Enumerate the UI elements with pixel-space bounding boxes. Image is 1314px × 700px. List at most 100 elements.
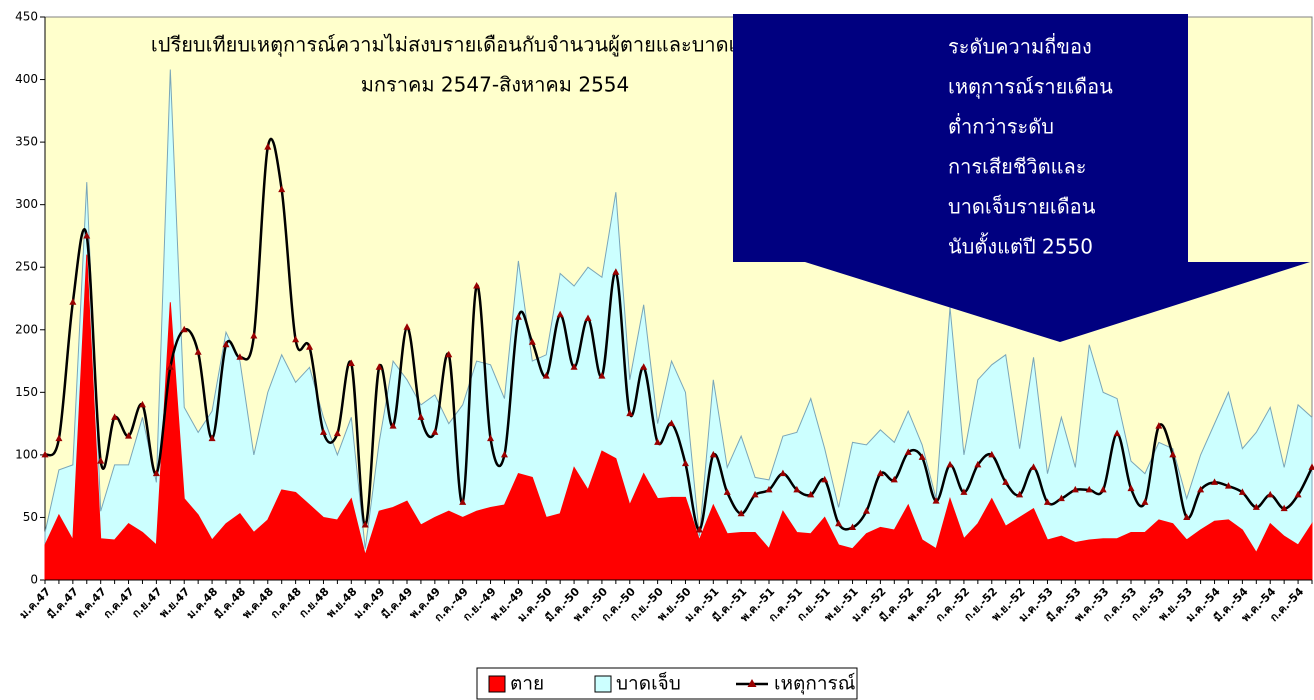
marker — [1224, 482, 1232, 489]
marker — [556, 310, 564, 318]
marker — [1211, 478, 1219, 485]
legend-swatch — [488, 675, 506, 693]
y-tick-label: 0 — [30, 573, 38, 587]
marker — [946, 460, 954, 468]
marker — [1002, 478, 1010, 485]
marker — [974, 460, 982, 468]
y-tick-label: 250 — [15, 260, 38, 274]
marker — [250, 332, 258, 339]
annotation-text: เหตุการณ์รายเดือน — [948, 75, 1113, 100]
marker — [723, 488, 731, 495]
marker — [1308, 463, 1314, 470]
marker — [779, 469, 787, 477]
legend-label: เหตุการณ์ — [774, 673, 855, 696]
marker — [1294, 490, 1302, 498]
marker — [306, 343, 314, 350]
marker — [890, 475, 898, 483]
marker — [361, 520, 369, 528]
marker — [1280, 504, 1288, 512]
marker — [1252, 503, 1260, 510]
marker — [1183, 513, 1191, 520]
marker — [904, 448, 912, 455]
line — [44, 137, 1314, 532]
y-tick-label: 100 — [15, 447, 38, 461]
marker — [751, 490, 759, 498]
x-tick-label: พ.ค.48 — [240, 585, 276, 621]
marker — [333, 429, 341, 437]
annotation-text: ระดับความถี่ของ — [948, 33, 1092, 59]
marker — [55, 434, 63, 442]
marker — [1099, 485, 1107, 493]
marker — [849, 523, 857, 530]
marker — [41, 450, 49, 458]
marker — [125, 432, 133, 439]
marker — [278, 185, 286, 193]
marker — [668, 419, 676, 427]
marker — [918, 453, 926, 460]
marker — [180, 325, 188, 333]
marker — [542, 372, 550, 379]
marker — [431, 428, 439, 435]
marker — [83, 231, 91, 239]
marker — [1043, 498, 1051, 505]
marker — [1113, 429, 1121, 437]
chart-subtitle: มกราคม 2547-สิงหาคม 2554 — [361, 73, 630, 97]
annotation-text: ต่ำกว่าระดับ — [948, 113, 1054, 139]
marker — [166, 363, 174, 370]
marker — [1141, 498, 1149, 505]
marker — [1169, 450, 1177, 458]
marker — [1057, 494, 1065, 502]
marker — [1197, 485, 1205, 493]
x-tick-label: พ.ค.47 — [73, 585, 109, 621]
marker — [835, 519, 843, 527]
chart-title: เปรียบเทียบเหตุการณ์ความไม่สงบรายเดือนกั… — [151, 32, 839, 58]
y-tick-label: 450 — [15, 10, 38, 24]
y-tick-label: 50 — [23, 510, 38, 524]
marker — [445, 350, 453, 358]
marker — [487, 434, 495, 442]
marker — [862, 507, 870, 514]
x-tick-label: ก.ค.47 — [101, 585, 137, 621]
area — [44, 254, 1313, 581]
marker — [97, 457, 105, 464]
y-tick-label: 400 — [15, 72, 38, 86]
y-tick-label: 350 — [15, 135, 38, 149]
marker — [194, 348, 202, 355]
marker — [1127, 484, 1135, 492]
legend-swatch — [594, 675, 612, 693]
x-tick-label: ก.ค.48 — [268, 585, 304, 621]
marker — [319, 428, 327, 435]
marker — [654, 438, 662, 445]
y-tick-label: 150 — [15, 385, 38, 399]
marker — [514, 313, 522, 320]
marker — [807, 490, 815, 498]
marker — [138, 400, 146, 408]
marker — [389, 422, 397, 429]
marker — [500, 450, 508, 458]
marker — [347, 359, 355, 367]
annotation-text: นับตั้งแต่ปี 2550 — [948, 233, 1093, 259]
legend-marker — [747, 679, 757, 687]
marker — [403, 323, 411, 330]
annotation-arrow — [733, 14, 1310, 342]
marker — [208, 434, 216, 442]
area — [44, 69, 1313, 581]
marker — [876, 469, 884, 477]
marker — [570, 363, 578, 370]
marker — [737, 509, 745, 517]
marker — [821, 475, 829, 483]
marker — [598, 372, 606, 379]
marker — [640, 363, 648, 370]
marker — [765, 485, 773, 493]
marker — [988, 450, 996, 458]
marker — [695, 525, 703, 533]
legend-box — [476, 667, 858, 700]
marker — [69, 298, 77, 305]
marker — [459, 498, 467, 505]
marker — [111, 413, 119, 420]
marker — [1071, 485, 1079, 493]
marker — [236, 353, 244, 360]
marker — [1085, 485, 1093, 493]
marker — [1030, 463, 1038, 470]
